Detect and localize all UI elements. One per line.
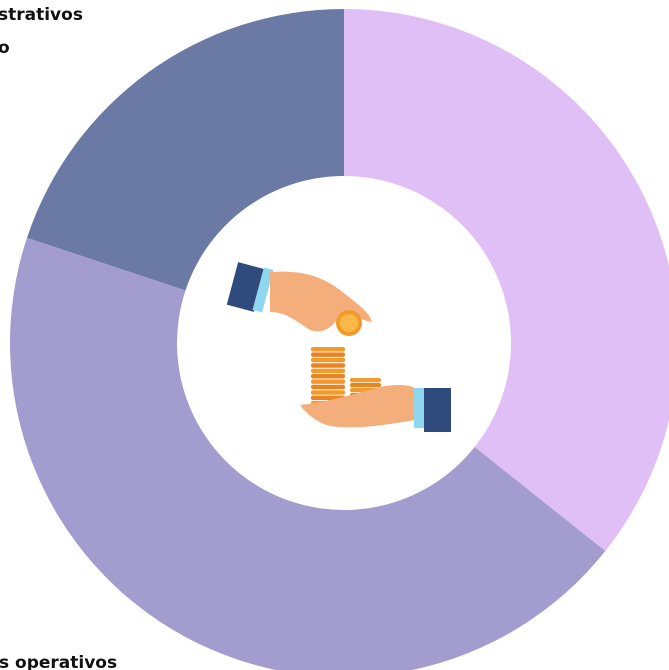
money-illustration	[227, 262, 451, 432]
chart: s operativos strativos o	[0, 0, 669, 670]
page: {"chart_data": {"type": "donut", "catego…	[0, 0, 669, 670]
illustration-part	[311, 390, 345, 395]
illustration-part	[350, 378, 381, 382]
donut-slice	[344, 9, 669, 551]
illustration-part	[350, 383, 381, 387]
illustration-part	[311, 379, 345, 384]
slice-label: o	[0, 38, 10, 58]
illustration-part	[311, 347, 345, 352]
illustration-part	[311, 358, 345, 363]
illustration-part	[311, 363, 345, 368]
illustration-part	[311, 352, 345, 357]
slice-label: strativos	[0, 5, 83, 25]
donut-slice	[27, 9, 344, 290]
illustration-part	[340, 314, 358, 332]
illustration-part	[414, 388, 424, 428]
illustration-part	[311, 374, 345, 379]
illustration-part	[311, 369, 345, 374]
illustration-part	[311, 385, 345, 390]
illustration-part	[424, 388, 451, 432]
slice-label: s operativos	[0, 653, 117, 670]
